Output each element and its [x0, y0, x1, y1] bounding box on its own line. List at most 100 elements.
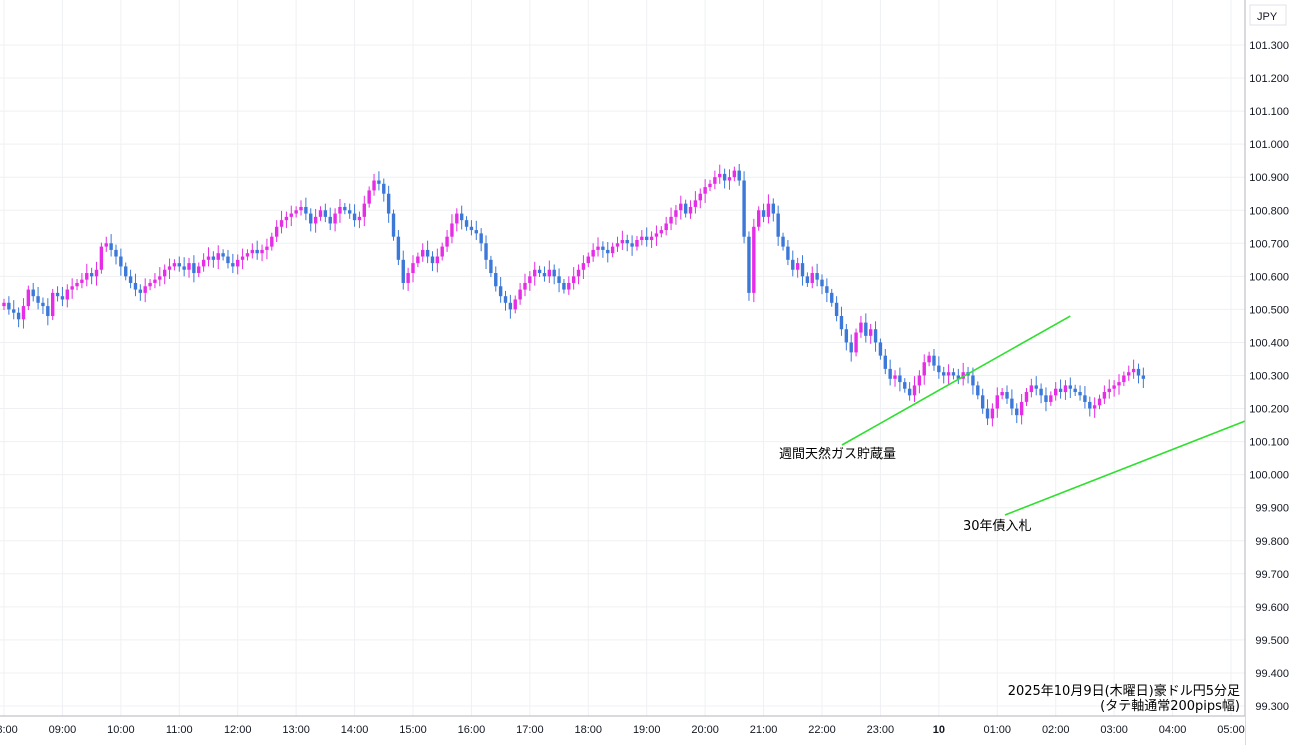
candle-body	[1049, 395, 1053, 402]
candle-body	[299, 206, 303, 211]
candle-body	[489, 259, 493, 274]
candle-body	[46, 306, 50, 317]
candle-body	[1024, 392, 1029, 402]
candle-body	[65, 289, 69, 300]
candle-body	[396, 236, 401, 260]
candle-body	[216, 253, 220, 260]
candle-body	[713, 177, 717, 184]
candle-body	[197, 266, 201, 274]
candle-body	[956, 375, 961, 379]
candle-body	[1102, 392, 1107, 399]
candle-body	[455, 213, 459, 224]
candle-body	[669, 216, 673, 224]
candle-body	[177, 263, 181, 267]
candle-body	[304, 206, 308, 214]
candle-body	[693, 200, 698, 207]
candle-body	[1015, 408, 1019, 416]
candle-body	[596, 246, 600, 250]
time-tick-label: 21:00	[750, 724, 778, 736]
candle-body	[1112, 385, 1116, 389]
candle-body	[367, 190, 371, 204]
candle-body	[888, 368, 892, 379]
candle-body	[309, 213, 313, 224]
time-tick-label: 23:00	[867, 724, 895, 736]
annotations-layer: 週間天然ガス貯蔵量 30年債入札	[779, 315, 1261, 534]
candle-body	[60, 296, 65, 300]
candle-body	[1039, 388, 1043, 396]
currency-label: JPY	[1257, 11, 1278, 23]
candle-body	[1034, 385, 1038, 389]
time-tick-label: 10:00	[107, 724, 135, 736]
candle-body	[391, 213, 396, 237]
price-tick-label: 100.900	[1249, 172, 1289, 184]
price-axis-background[interactable]	[1245, 0, 1300, 745]
candle-body	[172, 263, 177, 267]
candle-body	[946, 372, 951, 376]
candle-body	[313, 216, 318, 224]
candle-body	[932, 355, 936, 366]
candle-body	[260, 249, 264, 254]
candle-body	[766, 203, 771, 217]
candle-body	[109, 243, 113, 250]
candle-body	[89, 273, 94, 277]
candle-body	[70, 286, 74, 290]
candle-body	[756, 210, 761, 227]
candle-body	[552, 269, 556, 277]
candle-body	[411, 263, 415, 274]
price-tick-label: 100.500	[1249, 304, 1289, 316]
candle-body	[1127, 372, 1131, 376]
candle-body	[104, 243, 108, 247]
price-tick-label: 100.200	[1249, 404, 1289, 416]
candle-body	[810, 273, 814, 283]
candle-body	[708, 183, 712, 188]
candle-body	[406, 273, 410, 283]
time-axis-background[interactable]	[0, 716, 1245, 745]
price-tick-label: 101.100	[1249, 106, 1289, 118]
price-tick-label: 100.600	[1249, 271, 1289, 283]
candle-body	[274, 226, 279, 237]
annotation-label: 週間天然ガス貯蔵量	[779, 446, 896, 462]
candle-body	[352, 213, 357, 221]
candle-body	[430, 256, 435, 264]
candle-body	[893, 375, 897, 379]
candle-body	[635, 239, 639, 247]
candle-body	[645, 236, 649, 240]
price-tick-label: 101.200	[1249, 73, 1289, 85]
price-tick-label: 99.500	[1255, 635, 1289, 647]
candle-body	[864, 322, 868, 336]
candle-body	[815, 273, 819, 280]
candle-body	[990, 408, 995, 419]
candle-body	[518, 289, 522, 300]
candle-body	[528, 276, 532, 283]
candle-body	[630, 243, 634, 247]
candle-body	[844, 329, 849, 343]
candle-body	[513, 299, 517, 310]
candle-body	[752, 226, 756, 293]
candle-body	[830, 292, 834, 303]
candle-body	[825, 286, 829, 293]
candle-body	[343, 206, 347, 211]
candle-body	[167, 266, 172, 270]
candle-body	[557, 276, 561, 283]
time-tick-label: 10	[933, 724, 945, 736]
candle-body	[562, 282, 566, 290]
time-tick-label: 13:00	[282, 724, 310, 736]
candle-body	[50, 292, 55, 317]
candle-body	[12, 309, 16, 313]
candle-body	[148, 282, 152, 287]
candle-body	[542, 273, 547, 277]
candle-body	[547, 269, 552, 277]
candle-body	[995, 395, 999, 409]
candle-body	[659, 230, 664, 234]
candle-body	[347, 210, 352, 214]
time-tick-label: 19:00	[633, 724, 661, 736]
candle-body	[201, 259, 206, 267]
candle-body	[226, 256, 230, 264]
candle-body	[138, 289, 143, 293]
candle-body	[80, 279, 84, 283]
candle-body	[41, 302, 45, 307]
candle-body	[800, 263, 805, 277]
candle-body	[124, 266, 128, 277]
candle-body	[459, 213, 464, 221]
